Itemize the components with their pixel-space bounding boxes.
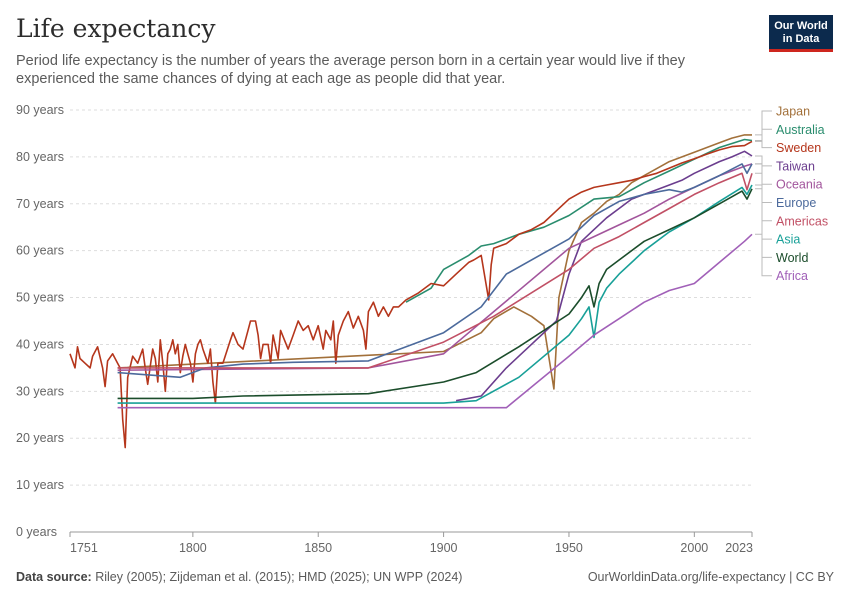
y-tick-label: 80 years	[16, 150, 64, 164]
logo-line-2: in Data	[782, 33, 820, 45]
y-tick-label: 50 years	[16, 291, 64, 305]
series-line-japan	[117, 134, 752, 390]
series-lines	[69, 134, 753, 449]
legend-label-americas: Americas	[776, 214, 828, 228]
legend-connector	[755, 110, 772, 136]
legend-label-world: World	[776, 251, 808, 265]
y-axis: 0 years 10 years 20 years 30 years 40 years 5…	[16, 103, 64, 539]
series-line-world	[117, 188, 753, 400]
legend-label-oceania: Oceania	[776, 178, 823, 192]
series-line-oceania	[117, 163, 753, 371]
legend-connector	[755, 155, 772, 167]
data-source: Data source: Riley (2005); Zijdeman et a…	[16, 570, 462, 584]
x-tick-label: 1850	[304, 541, 332, 555]
series-line-americas	[117, 172, 753, 369]
legend-connector	[755, 128, 772, 141]
y-tick-label: 0 years	[16, 525, 57, 539]
legend-label-sweden: Sweden	[776, 141, 821, 155]
legend-connector	[755, 140, 772, 149]
y-grid	[70, 109, 752, 533]
logo-line-1: Our World	[774, 20, 828, 32]
legend-label-africa: Africa	[776, 269, 808, 283]
x-axis: 1751 1800 1850 1900 1950 2000 2023	[69, 532, 753, 555]
y-tick-label: 90 years	[16, 103, 64, 117]
chart-title: Life expectancy	[16, 14, 216, 43]
y-tick-label: 70 years	[16, 197, 64, 211]
legend-connector	[755, 163, 772, 185]
credit-link[interactable]: OurWorldinData.org/life-expectancy | CC …	[587, 570, 834, 584]
y-tick-label: 10 years	[16, 478, 64, 492]
series-line-taiwan	[455, 150, 753, 402]
x-tick-label: 1950	[555, 541, 583, 555]
legend: Japan Australia Sweden Taiwan Oceania Europe A…	[755, 105, 828, 283]
series-line-asia	[117, 184, 753, 404]
x-tick-label: 1900	[430, 541, 458, 555]
legend-connector	[755, 233, 772, 277]
legend-label-europe: Europe	[776, 196, 816, 210]
series-line-europe	[117, 163, 753, 379]
y-tick-label: 30 years	[16, 384, 64, 398]
legend-connector	[755, 163, 772, 203]
data-source-label: Data source:	[16, 570, 92, 584]
y-tick-label: 40 years	[16, 337, 64, 351]
series-line-africa	[117, 233, 753, 409]
legend-connector	[755, 184, 772, 240]
legend-label-japan: Japan	[776, 105, 810, 119]
y-tick-label: 60 years	[16, 244, 64, 258]
legend-connector	[755, 188, 772, 258]
data-source-text: Riley (2005); Zijdeman et al. (2015); HM…	[91, 570, 463, 584]
chart-subtitle: Period life expectancy is the number of …	[16, 53, 685, 87]
legend-label-asia: Asia	[776, 233, 800, 247]
legend-connector	[755, 172, 772, 222]
y-tick-label: 20 years	[16, 431, 64, 445]
x-tick-label: 1800	[179, 541, 207, 555]
legend-label-australia: Australia	[776, 123, 825, 137]
x-tick-label: 2000	[680, 541, 708, 555]
owid-logo[interactable]: Our World in Data	[769, 15, 833, 52]
legend-label-taiwan: Taiwan	[776, 159, 815, 173]
x-tick-label: 2023	[725, 541, 753, 555]
x-tick-label: 1751	[70, 541, 98, 555]
series-line-sweden	[69, 140, 753, 449]
